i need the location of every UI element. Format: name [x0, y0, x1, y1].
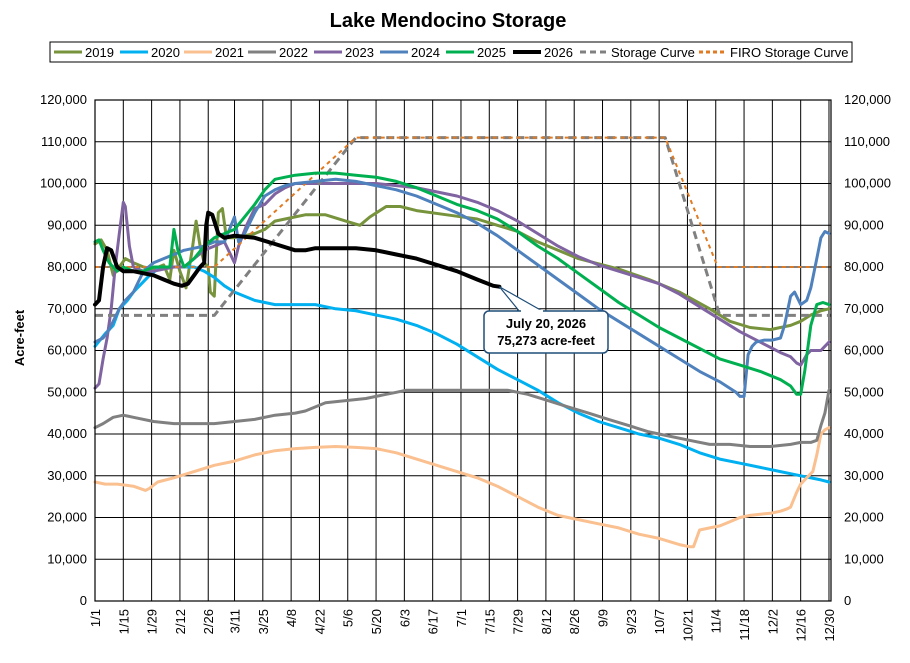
y-tick-label-left: 50,000: [47, 384, 87, 399]
x-tick-label: 7/29: [511, 609, 526, 634]
series-line-2021: [93, 426, 831, 549]
y-tick-label-left: 0: [80, 593, 87, 608]
y-tick-label-right: 80,000: [844, 259, 884, 274]
legend-label: 2022: [279, 45, 308, 60]
y-tick-label-left: 30,000: [47, 468, 87, 483]
y-tick-label-right: 90,000: [844, 217, 884, 232]
plot-border: [94, 99, 832, 602]
series-line-2025: [93, 171, 831, 396]
x-tick-label: 10/21: [680, 609, 695, 642]
y-tick-label-right: 20,000: [844, 510, 884, 525]
y-tick-label-right: 110,000: [844, 134, 890, 149]
x-tick-label: 12/16: [794, 609, 809, 642]
series-line-2026: [93, 210, 502, 307]
legend-label: FIRO Storage Curve: [730, 45, 849, 60]
x-tick-label: 6/3: [397, 609, 412, 627]
y-tick-label-right: 10,000: [844, 551, 884, 566]
x-tick-label: 5/20: [369, 609, 384, 634]
series-line-firo-storage-curve: [95, 136, 831, 268]
x-tick-label: 9/9: [596, 609, 611, 627]
series-line-2022: [93, 388, 831, 448]
legend: 2019 2020 2021 2022 2023 2024 2025 2026 Storage …: [49, 41, 853, 63]
callout-box: [483, 310, 609, 354]
y-axis-left: 0 10,000 20,000 30,000 40,000 50,000 60,000 70,…: [40, 92, 87, 608]
y-tick-label-right: 0: [844, 593, 851, 608]
x-tick-label: 12/2: [765, 609, 780, 634]
y-tick-label-left: 70,000: [47, 301, 87, 316]
y-tick-label-right: 50,000: [844, 384, 884, 399]
x-tick-label: 4/8: [284, 609, 299, 627]
legend-label: 2025: [477, 45, 506, 60]
x-tick-label: 7/15: [482, 609, 497, 634]
legend-label: 2019: [85, 45, 114, 60]
x-tick-label: 8/12: [539, 609, 554, 634]
y-tick-label-left: 40,000: [47, 426, 87, 441]
x-tick-label: 4/22: [312, 609, 327, 634]
legend-label: 2020: [151, 45, 180, 60]
x-tick-label: 8/26: [567, 609, 582, 634]
plot-frame: [94, 99, 832, 602]
x-tick-label: 2/12: [173, 609, 188, 634]
y-tick-label-right: 30,000: [844, 468, 884, 483]
y-axis-label: Acre-feet: [12, 309, 27, 366]
y-tick-label-left: 100,000: [40, 176, 87, 191]
callout-value: 75,273 acre-feet: [497, 333, 595, 348]
y-tick-label-right: 120,000: [844, 92, 891, 107]
y-tick-label-left: 60,000: [47, 343, 87, 358]
y-tick-label-left: 80,000: [47, 259, 87, 274]
grid: [94, 99, 831, 602]
legend-label: 2021: [215, 45, 244, 60]
x-tick-label: 3/11: [228, 609, 243, 633]
y-tick-label-right: 60,000: [844, 343, 884, 358]
x-tick-label: 12/30: [822, 609, 837, 642]
x-tick-label: 7/1: [454, 609, 469, 627]
y-tick-label-left: 120,000: [40, 92, 87, 107]
y-tick-label-left: 10,000: [47, 551, 87, 566]
x-axis: 1/1 1/15 1/29 2/12 2/26 3/11 3/25 4/8 4/22 5/6 5/2…: [88, 609, 837, 642]
y-tick-label-left: 90,000: [47, 217, 87, 232]
legend-label: 2023: [345, 45, 374, 60]
y-tick-label-left: 20,000: [47, 510, 87, 525]
x-tick-label: 11/4: [709, 609, 724, 633]
legend-label: 2024: [411, 45, 440, 60]
y-axis-right: 0 10,000 20,000 30,000 40,000 50,000 60,000 70,…: [844, 92, 891, 608]
x-tick-label: 10/7: [652, 609, 667, 634]
y-tick-label-right: 40,000: [844, 426, 884, 441]
x-tick-label: 1/15: [116, 609, 131, 634]
y-tick-label-left: 110,000: [41, 134, 87, 149]
annotation-callout: July 20, 2026 75,273 acre-feet: [483, 286, 609, 354]
callout-date: July 20, 2026: [506, 316, 586, 331]
series-group: [93, 136, 831, 549]
x-tick-label: 3/25: [256, 609, 271, 634]
x-tick-label: 5/6: [341, 609, 356, 627]
x-tick-label: 1/1: [88, 609, 103, 627]
x-tick-label: 11/18: [737, 609, 752, 641]
x-tick-label: 9/23: [624, 609, 639, 634]
x-tick-label: 1/29: [145, 609, 160, 634]
x-tick-label: 6/17: [426, 609, 441, 634]
chart-title: Lake Mendocino Storage: [330, 10, 567, 32]
legend-label: 2026: [544, 45, 573, 60]
y-tick-label-right: 100,000: [844, 176, 891, 191]
legend-label: Storage Curve: [611, 45, 695, 60]
x-tick-label: 2/26: [201, 609, 216, 634]
y-tick-label-right: 70,000: [844, 301, 884, 316]
